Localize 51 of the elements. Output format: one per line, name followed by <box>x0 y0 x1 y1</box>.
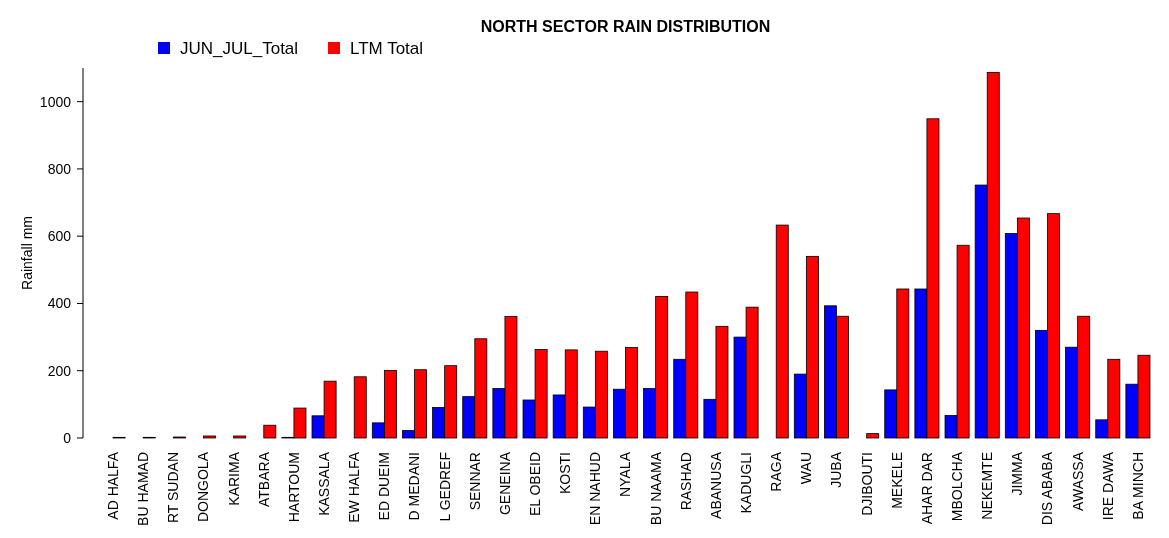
x-tick-label: BA MINCH <box>1129 452 1146 520</box>
x-tick-label: BU NAAMA <box>647 451 664 526</box>
x-tick-label: MEKELE <box>888 452 905 509</box>
x-tick-label: DONGOLA <box>195 451 212 523</box>
y-tick-label: 800 <box>47 160 72 177</box>
y-axis-title: Rainfall mm <box>19 216 35 290</box>
x-tick-label: NEKEMTE <box>979 452 996 520</box>
x-tick-label: MBOLCHA <box>948 451 965 522</box>
x-tick-label: JIMMA <box>1009 451 1026 496</box>
x-tick-label: AWASSA <box>1069 451 1086 511</box>
x-tick-label: DIS ABABA <box>1039 451 1056 526</box>
bar <box>775 224 789 439</box>
x-tick-label: ATBARA <box>255 451 272 507</box>
legend-label: LTM Total <box>350 39 424 58</box>
x-tick-label: EN NAHUD <box>587 452 604 526</box>
y-tick-label: 400 <box>47 295 72 312</box>
legend-label: JUN_JUL_Total <box>180 39 299 58</box>
x-tick-label: KOSTI <box>557 452 574 495</box>
bar <box>203 435 216 439</box>
x-tick-label: IRE DAWA <box>1099 451 1116 521</box>
x-tick-label: RAGA <box>768 451 785 492</box>
bar <box>866 433 880 439</box>
y-tick-label: 0 <box>63 429 72 446</box>
x-tick-label: RASHAD <box>677 452 694 511</box>
x-tick-label: AHAR DAR <box>918 452 935 525</box>
x-tick-label: GENEINA <box>496 451 513 516</box>
x-tick-label: AD HALFA <box>104 451 121 520</box>
y-tick-label: 200 <box>47 362 72 379</box>
bar <box>233 435 247 439</box>
chart-title: NORTH SECTOR RAIN DISTRIBUTION <box>480 18 771 35</box>
x-tick-label: KASSALA <box>315 451 332 516</box>
x-tick-label: DJIBOUTI <box>858 452 875 516</box>
bar <box>263 424 277 439</box>
x-tick-label: RT SUDAN <box>165 452 182 524</box>
x-tick-label: EW HALFA <box>346 451 363 523</box>
x-tick-label: ED DUEIM <box>376 452 393 521</box>
x-tick-label: D MEDANI <box>406 452 423 521</box>
x-tick-label: L GEDREF <box>436 452 453 522</box>
y-tick-label: 600 <box>47 228 72 245</box>
x-tick-label: KADUGLI <box>737 452 754 514</box>
bar <box>353 376 367 439</box>
x-tick-label: NYALA <box>617 451 634 497</box>
x-tick-label: SENNAR <box>466 452 483 511</box>
x-tick-label: EL OBEID <box>526 452 543 517</box>
x-tick-label: HARTOUM <box>285 452 302 523</box>
y-tick-label: 1000 <box>39 93 72 110</box>
x-tick-label: JUBA <box>828 451 845 488</box>
x-tick-label: BU HAMAD <box>135 452 152 526</box>
x-tick-label: ABANUSA <box>707 451 724 519</box>
x-tick-label: WAU <box>798 452 815 485</box>
x-tick-label: KARIMA <box>225 451 242 506</box>
